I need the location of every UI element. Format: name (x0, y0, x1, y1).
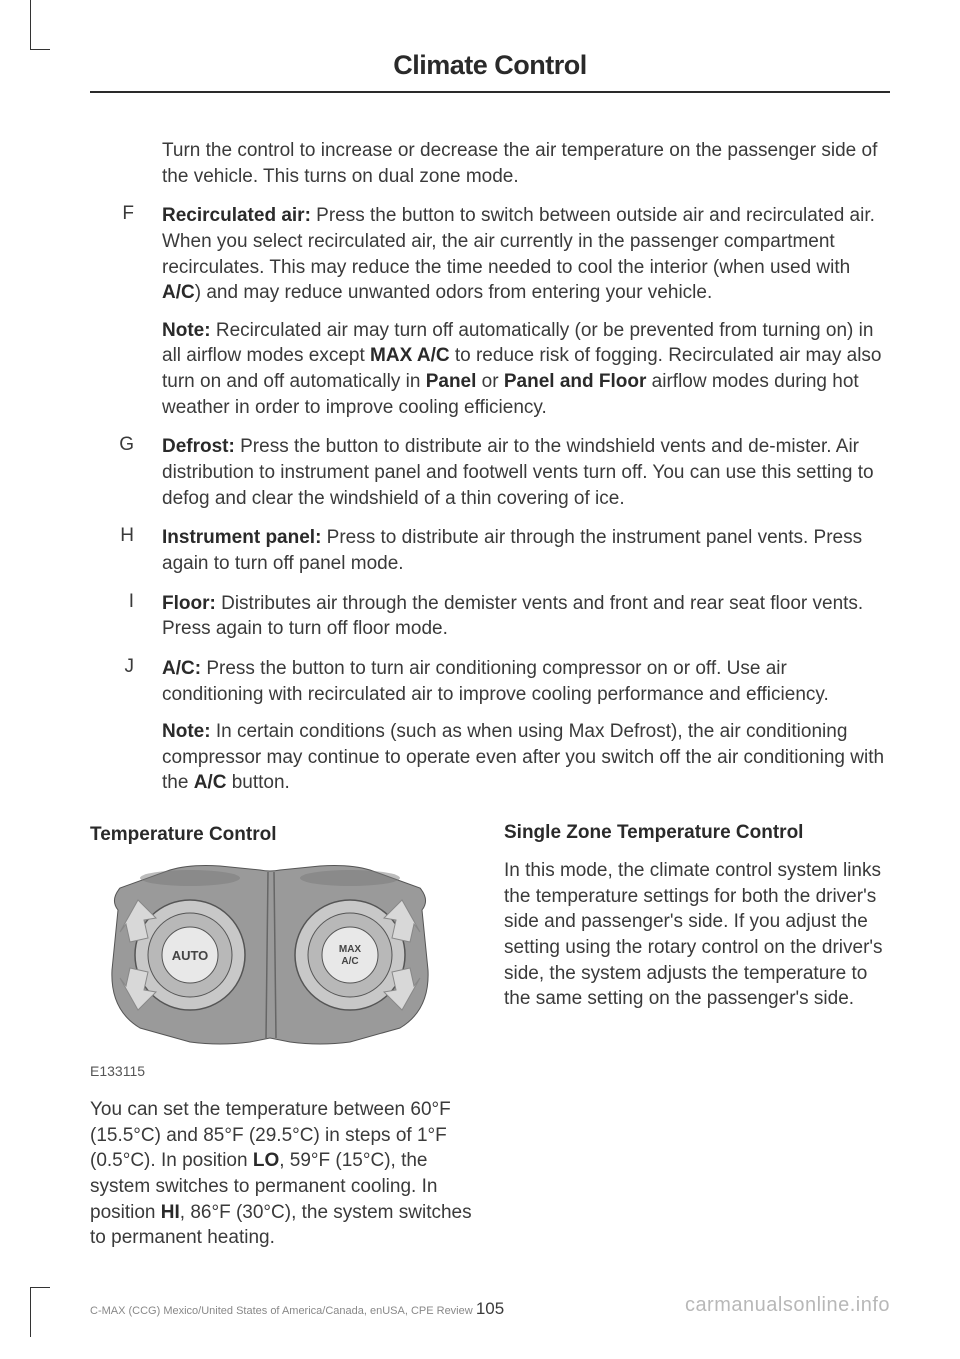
item-letter: F (90, 203, 162, 420)
auto-label: AUTO (172, 948, 209, 963)
item-letter: I (90, 591, 162, 642)
item-label: A/C: (162, 658, 201, 679)
right-heading: Single Zone Temperature Control (504, 822, 890, 844)
item-text: Press the button to turn air conditionin… (162, 658, 829, 705)
max-label-2: A/C (341, 956, 358, 967)
item-body: Defrost: Press the button to distribute … (162, 434, 890, 511)
left-column: Temperature Control AUTO MAX A/C (90, 824, 476, 1251)
left-body-text: You can set the temperature between 60°F… (90, 1097, 476, 1251)
item-i: I Floor: Distributes air through the dem… (90, 591, 890, 642)
bold-text: LO (253, 1150, 279, 1171)
item-note: Note: In certain conditions (such as whe… (162, 719, 890, 796)
crop-mark (30, 0, 50, 50)
note-bold: MAX A/C (370, 345, 450, 366)
intro-letter-blank (90, 138, 162, 189)
item-text: ) and may reduce unwanted odors from ent… (195, 282, 713, 303)
item-label: Floor: (162, 593, 216, 614)
item-letter: G (90, 434, 162, 511)
item-body: Recirculated air: Press the button to sw… (162, 203, 890, 420)
item-letter: H (90, 525, 162, 576)
item-letter: J (90, 656, 162, 796)
left-heading: Temperature Control (90, 824, 476, 846)
two-column-section: Temperature Control AUTO MAX A/C (90, 824, 890, 1251)
page-title: Climate Control (90, 50, 890, 81)
inline-bold: A/C (162, 282, 195, 303)
item-body: Instrument panel: Press to distribute ai… (162, 525, 890, 576)
item-label: Instrument panel: (162, 527, 321, 548)
item-h: H Instrument panel: Press to distribute … (90, 525, 890, 576)
note-text: or (476, 371, 503, 392)
note-bold: A/C (194, 772, 227, 793)
item-text: Distributes air through the demister ven… (162, 593, 863, 640)
intro-row: Turn the control to increase or decrease… (90, 138, 890, 189)
figure-caption: E133115 (90, 1063, 476, 1079)
note-bold: Panel and Floor (504, 371, 647, 392)
intro-text: Turn the control to increase or decrease… (162, 138, 890, 189)
item-f: F Recirculated air: Press the button to … (90, 203, 890, 420)
crop-mark (30, 1287, 50, 1337)
item-j: J A/C: Press the button to turn air cond… (90, 656, 890, 796)
item-body: Floor: Distributes air through the demis… (162, 591, 890, 642)
right-body-text: In this mode, the climate control system… (504, 858, 890, 1012)
item-body: A/C: Press the button to turn air condit… (162, 656, 890, 796)
max-label-1: MAX (339, 944, 362, 955)
note-bold: Panel (426, 371, 477, 392)
note-label: Note: (162, 320, 211, 341)
bold-text: HI (161, 1202, 180, 1223)
item-label: Defrost: (162, 436, 235, 457)
note-text: button. (226, 772, 289, 793)
item-g: G Defrost: Press the button to distribut… (90, 434, 890, 511)
page: Climate Control Turn the control to incr… (0, 0, 960, 1359)
footer-right: carmanualsonline.info (685, 1294, 890, 1317)
temperature-control-figure: AUTO MAX A/C (90, 860, 450, 1050)
footer: C-MAX (CCG) Mexico/United States of Amer… (90, 1294, 890, 1317)
item-text: Press the button to distribute air to th… (162, 436, 874, 508)
note-label: Note: (162, 721, 211, 742)
right-column: Single Zone Temperature Control In this … (504, 824, 890, 1251)
header-divider (90, 91, 890, 93)
item-note: Note: Recirculated air may turn off auto… (162, 318, 890, 421)
item-label: Recirculated air: (162, 205, 311, 226)
footer-left: C-MAX (CCG) Mexico/United States of Amer… (90, 1305, 473, 1317)
